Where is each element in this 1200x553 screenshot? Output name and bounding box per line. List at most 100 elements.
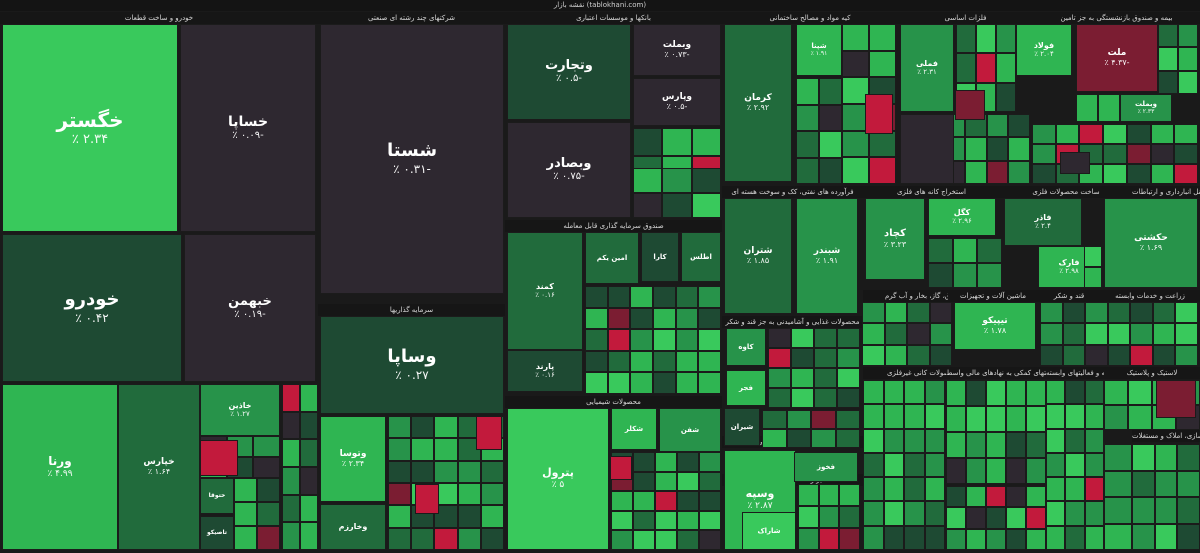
stock-cell[interactable] [1006, 432, 1026, 458]
stock-cell[interactable] [883, 404, 904, 429]
stock-cell[interactable] [411, 438, 435, 461]
stock-cell[interactable] [585, 286, 608, 308]
stock-cell[interactable] [986, 458, 1006, 484]
stock-tile[interactable]: اطلس [681, 232, 721, 282]
stock-cell[interactable] [1084, 267, 1102, 288]
stock-cell[interactable] [924, 380, 945, 405]
stock-cell[interactable] [585, 307, 608, 330]
stock-cell[interactable] [837, 348, 860, 368]
stock-cell[interactable] [996, 24, 1016, 54]
stock-cell[interactable] [1174, 144, 1198, 164]
stock-tile[interactable]: امین یکم [585, 232, 639, 284]
stock-cell[interactable] [818, 506, 840, 528]
stock-cell[interactable] [1006, 486, 1026, 508]
stock-cell[interactable] [300, 522, 318, 550]
stock-cell[interactable] [1026, 507, 1046, 529]
stock-cell[interactable] [1032, 124, 1056, 144]
stock-cell[interactable] [1158, 70, 1178, 94]
stock-cell[interactable] [677, 510, 699, 531]
stock-cell[interactable] [1026, 458, 1046, 484]
stock-tile[interactable]: کرمان ٪ ۲.۹۲ [724, 24, 792, 182]
stock-cell[interactable] [1032, 164, 1056, 184]
stock-cell[interactable] [977, 263, 1002, 288]
stock-cell[interactable] [633, 471, 655, 492]
stock-cell[interactable] [819, 104, 842, 131]
stock-cell[interactable] [388, 483, 412, 506]
stock-cell[interactable] [1126, 144, 1151, 164]
stock-cell[interactable] [952, 238, 978, 263]
stock-tile[interactable]: شتران ٪ ۱.۸۵ [724, 198, 792, 314]
stock-cell[interactable] [814, 348, 837, 368]
stock-cell[interactable] [1026, 406, 1046, 432]
stock-cell[interactable] [388, 505, 412, 528]
stock-cell[interactable] [1084, 452, 1104, 478]
stock-cell[interactable] [1026, 486, 1046, 508]
stock-tile[interactable]: کاوه [726, 328, 766, 366]
stock-cell[interactable] [791, 368, 814, 388]
stock-cell[interactable] [956, 24, 976, 54]
stock-cell[interactable] [1154, 470, 1178, 497]
stock-cell[interactable] [1175, 302, 1198, 324]
stock-cell[interactable] [1084, 501, 1104, 526]
stock-cell[interactable] [457, 483, 481, 506]
stock-cell[interactable] [1085, 323, 1108, 345]
stock-cell[interactable] [633, 128, 663, 156]
stock-cell[interactable] [986, 406, 1006, 432]
stock-tile[interactable]: خپارس ٪ ۱.۶۴ [118, 384, 200, 550]
stock-tile[interactable]: شکلر [611, 408, 657, 450]
stock-cell[interactable] [480, 505, 504, 528]
stock-cell[interactable] [1132, 497, 1155, 524]
stock-cell[interactable] [1104, 380, 1128, 405]
stock-cell[interactable] [883, 428, 904, 453]
stock-cell[interactable] [457, 460, 481, 483]
stock-cell[interactable] [607, 329, 631, 351]
stock-cell[interactable] [1084, 477, 1104, 502]
stock-cell[interactable] [698, 286, 721, 308]
stock-cell[interactable] [1152, 323, 1176, 345]
stock-cell[interactable] [691, 168, 721, 193]
stock-cell[interactable] [662, 168, 692, 193]
stock-cell[interactable] [388, 438, 412, 461]
stock-cell[interactable] [966, 486, 986, 508]
stock-tile[interactable]: فاذر ٪ ۲.۴ [1004, 198, 1082, 246]
stock-cell[interactable] [1006, 528, 1026, 550]
stock-cell[interactable] [907, 323, 930, 345]
stock-cell[interactable] [786, 429, 811, 448]
stock-cell[interactable] [863, 501, 884, 526]
stock-cell[interactable] [1065, 452, 1085, 478]
stock-tile[interactable]: تیپیکو ٪ ۱.۷۸ [954, 302, 1036, 350]
stock-cell[interactable] [839, 506, 860, 528]
stock-tile[interactable]: فولاد ٪ ۲.۰۴ [1016, 24, 1072, 76]
stock-cell[interactable] [842, 157, 869, 184]
stock-cell[interactable] [1006, 380, 1026, 406]
stock-cell[interactable] [1152, 344, 1176, 366]
stock-cell[interactable] [607, 307, 631, 330]
stock-cell[interactable] [611, 510, 633, 531]
stock-cell[interactable] [630, 286, 653, 308]
stock-cell[interactable] [946, 406, 966, 432]
stock-cell[interactable] [1060, 152, 1090, 174]
stock-cell[interactable] [1065, 428, 1085, 453]
stock-cell[interactable] [842, 77, 869, 104]
stock-cell[interactable] [1107, 302, 1131, 324]
stock-tile[interactable]: کگل ٪ ۲.۹۶ [928, 198, 996, 236]
stock-cell[interactable] [811, 429, 836, 448]
stock-cell[interactable] [282, 522, 300, 550]
stock-cell[interactable] [863, 380, 884, 405]
stock-cell[interactable] [1154, 497, 1178, 524]
stock-cell[interactable] [839, 484, 860, 506]
stock-tile[interactable]: ختوقا [200, 478, 234, 514]
stock-cell[interactable] [996, 53, 1016, 83]
stock-cell[interactable] [1084, 246, 1102, 267]
stock-cell[interactable] [762, 410, 787, 429]
stock-cell[interactable] [630, 372, 653, 394]
stock-cell[interactable] [929, 344, 952, 366]
stock-cell[interactable] [253, 457, 280, 478]
stock-cell[interactable] [1032, 144, 1056, 164]
stock-cell[interactable] [300, 494, 318, 523]
stock-cell[interactable] [1006, 507, 1026, 529]
stock-cell[interactable] [1062, 302, 1086, 324]
stock-cell[interactable] [234, 502, 257, 526]
stock-cell[interactable] [814, 368, 837, 388]
stock-cell[interactable] [1177, 470, 1200, 497]
